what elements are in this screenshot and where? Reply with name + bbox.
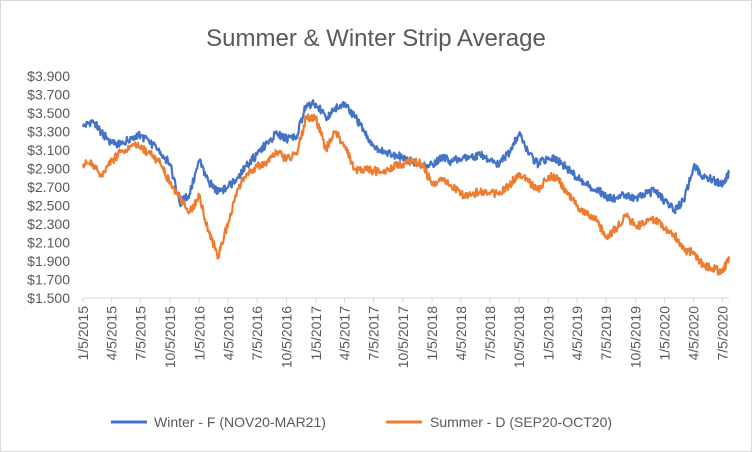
x-tick-label: 7/5/2015 xyxy=(133,306,149,361)
y-tick-label: $3.300 xyxy=(27,124,70,140)
y-tick-label: $2.700 xyxy=(27,179,70,195)
x-tick-label: 4/5/2019 xyxy=(569,306,585,361)
x-tick-label: 7/5/2020 xyxy=(715,306,731,361)
legend: Winter - F (NOV20-MAR21) Summer - D (SEP… xyxy=(111,414,612,430)
y-tick-label: $2.300 xyxy=(27,216,70,232)
x-tick-label: 1/5/2018 xyxy=(424,306,440,361)
x-tick-label: 4/5/2016 xyxy=(220,306,236,361)
series-line-summer xyxy=(81,113,731,276)
x-tick-label: 10/5/2017 xyxy=(395,306,411,368)
x-tick-label: 7/5/2019 xyxy=(598,306,614,361)
legend-label-summer: Summer - D (SEP20-OCT20) xyxy=(430,414,612,430)
x-tick-label: 1/5/2015 xyxy=(75,306,91,361)
y-tick-label: $3.500 xyxy=(27,105,70,121)
x-tick-label: 7/5/2016 xyxy=(249,306,265,361)
x-tick-label: 10/5/2015 xyxy=(162,306,178,368)
y-tick-label: $1.700 xyxy=(27,272,70,288)
x-tick-label: 4/5/2018 xyxy=(453,306,469,361)
x-tick-label: 4/5/2017 xyxy=(337,306,353,361)
series-lines xyxy=(81,99,731,276)
y-tick-label: $3.700 xyxy=(27,87,70,103)
y-tick-label: $1.900 xyxy=(27,253,70,269)
x-tick-label: 1/5/2016 xyxy=(191,306,207,361)
y-tick-label: $3.100 xyxy=(27,142,70,158)
y-tick-label: $1.500 xyxy=(27,290,70,306)
x-axis: 1/5/2015 4/5/2015 7/5/2015 10/5/2015 1/5/201… xyxy=(75,297,731,368)
x-tick-label: 10/5/2016 xyxy=(279,306,295,368)
y-tick-label: $2.100 xyxy=(27,235,70,251)
x-tick-label: 1/5/2019 xyxy=(540,306,556,361)
x-tick-label: 1/5/2020 xyxy=(657,306,673,361)
x-tick-label: 4/5/2015 xyxy=(104,306,120,361)
chart-title: Summer & Winter Strip Average xyxy=(206,25,546,52)
x-tick-label: 10/5/2019 xyxy=(627,306,643,368)
x-tick-label: 7/5/2017 xyxy=(366,306,382,361)
y-axis: $1.500 $1.700 $1.900 $2.100 $2.300 $2.500 $2.7… xyxy=(27,68,70,306)
x-tick-label: 10/5/2018 xyxy=(511,306,527,368)
y-tick-label: $3.900 xyxy=(27,68,70,84)
legend-label-winter: Winter - F (NOV20-MAR21) xyxy=(154,414,326,430)
x-tick-label: 4/5/2020 xyxy=(686,306,702,361)
x-tick-label: 7/5/2018 xyxy=(482,306,498,361)
x-tick-label: 1/5/2017 xyxy=(308,306,324,361)
y-tick-label: $2.900 xyxy=(27,161,70,177)
y-tick-label: $2.500 xyxy=(27,198,70,214)
